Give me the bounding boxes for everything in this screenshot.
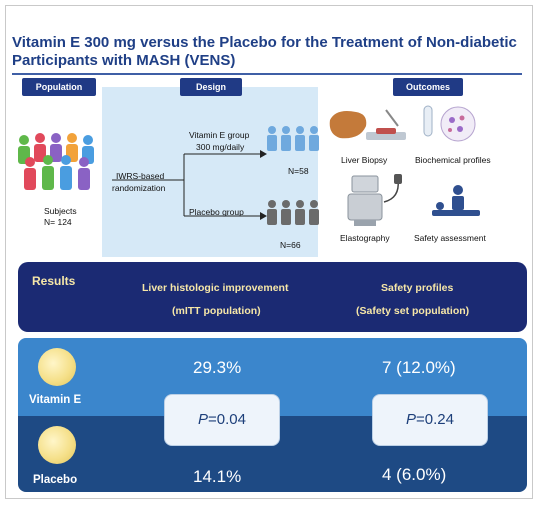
placebo-histo-value: 14.1% [193,467,242,486]
results-label: Results [32,274,76,288]
vitamin-group-people-icon [267,126,319,151]
design-panel [102,87,318,257]
randomization-label-2: randomization [112,183,166,193]
population-crowd-icon [18,133,94,190]
results-header [18,262,527,332]
randomization-arrows [112,150,267,220]
placebo-group-label: Placebo group [189,207,244,217]
liver-biopsy-label: Liver Biopsy [341,155,388,165]
p-symbol-safety: P [406,411,417,428]
biochemical-profiles-label: Biochemical profiles [415,155,491,165]
vitamin-group-n: N=58 [288,166,309,176]
randomization-label-1: IWRS-based [116,171,165,181]
vitamin-e-pill-icon [38,348,76,386]
safety-assessment-label: Safety assessment [414,233,486,243]
p-value-safety: 0.24 [424,411,454,428]
design-tag: Design [180,78,242,96]
p-value-safety-box: P=0.24 [372,394,488,446]
title-rule [12,73,522,75]
placebo-pill-icon [38,426,76,464]
outcomes-tag: Outcomes [393,78,463,96]
placebo-group-people-icon [267,200,319,225]
population-tag: Population [22,78,96,96]
vitamin-e-label: Vitamin E [29,394,82,406]
placebo-safety-value: 4 (6.0%) [382,465,447,484]
figure-title: Vitamin E 300 mg versus the Placebo for … [12,34,517,69]
elastography-label: Elastography [340,233,390,243]
col1-subtitle: (mITT population) [172,305,261,317]
p-value-histo-box: P=0.04 [164,394,280,446]
p-value-histo: 0.04 [216,411,246,428]
vitamin-group-label: Vitamin E group [189,130,250,140]
subjects-label: Subjects [44,206,77,216]
liver-biopsy-icon [329,109,406,140]
biochemical-profiles-icon [423,105,476,142]
vitamin-dose-label: 300 mg/daily [196,142,245,152]
subjects-count: N= 124 [44,217,72,227]
placebo-label: Placebo [33,474,78,486]
safety-assessment-icon [432,185,480,216]
col1-title: Liver histologic improvement [142,282,289,294]
p-symbol-histo: P [198,411,209,428]
placebo-group-n: N=66 [280,240,301,250]
col2-title: Safety profiles [381,282,454,294]
elastography-machine-icon [347,174,402,226]
vitamin-e-histo-value: 29.3% [193,358,242,377]
vitamin-e-safety-value: 7 (12.0%) [382,358,456,377]
col2-subtitle: (Safety set population) [356,305,470,317]
